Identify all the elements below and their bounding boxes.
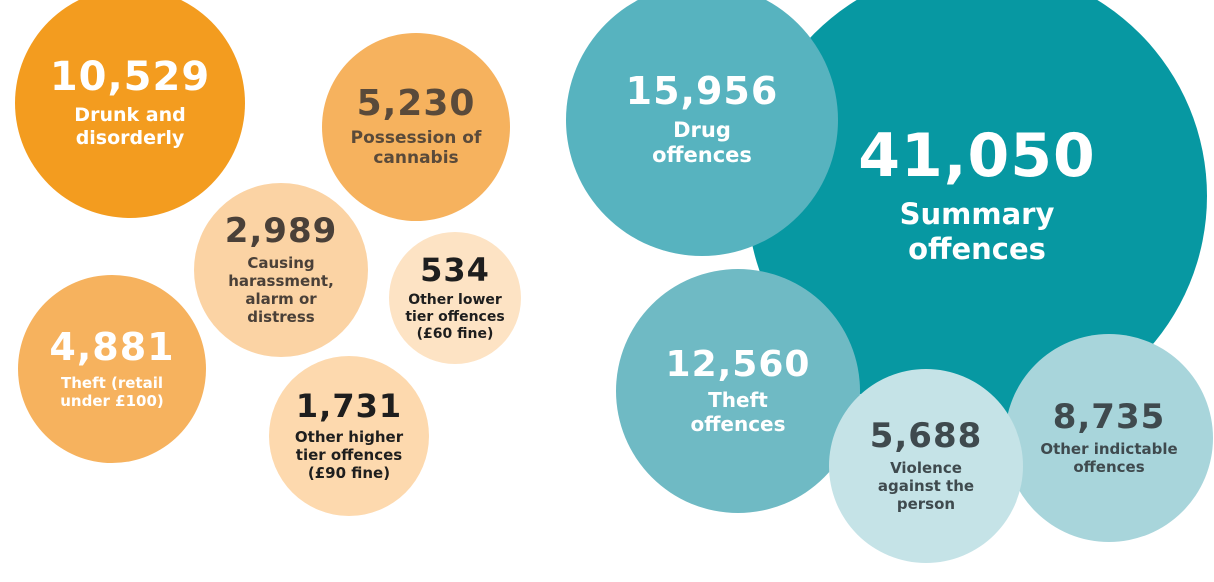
bubble-label: Theft offences bbox=[690, 388, 786, 437]
bubble-value: 8,735 bbox=[1052, 396, 1166, 437]
bubble: 534 Other lower tier offences (£60 fine) bbox=[389, 232, 521, 364]
bubble: 1,731 Other higher tier offences (£90 fin… bbox=[269, 356, 429, 516]
bubble-value: 5,230 bbox=[356, 83, 476, 125]
bubble-value: 1,731 bbox=[295, 386, 403, 425]
bubble-label: Violence against the person bbox=[877, 459, 975, 514]
bubble-label: Theft (retail under £100) bbox=[60, 373, 164, 410]
bubble-label: Other higher tier offences (£90 fine) bbox=[294, 428, 404, 483]
bubble: 4,881 Theft (retail under £100) bbox=[18, 275, 206, 463]
bubble: 5,688 Violence against the person bbox=[829, 369, 1023, 563]
bubble: 12,560 Theft offences bbox=[616, 269, 860, 513]
bubble: 2,989 Causing harassment, alarm or distre… bbox=[194, 183, 368, 357]
bubble-label: Drunk and disorderly bbox=[74, 104, 186, 149]
bubble-value: 4,881 bbox=[49, 325, 175, 370]
bubble-value: 41,050 bbox=[858, 121, 1096, 192]
bubble-value: 534 bbox=[420, 250, 490, 289]
bubble-label: Drug offences bbox=[652, 117, 752, 167]
bubble-value: 5,688 bbox=[869, 415, 983, 456]
bubble-value: 10,529 bbox=[49, 54, 211, 101]
bubble-value: 12,560 bbox=[665, 343, 811, 385]
bubble-label: Other lower tier offences (£60 fine) bbox=[405, 292, 505, 342]
bubble-label: Possession of cannabis bbox=[350, 128, 482, 169]
bubble-label: Summary offences bbox=[899, 197, 1055, 266]
bubble: 8,735 Other indictable offences bbox=[1005, 334, 1213, 542]
bubble-label: Causing harassment, alarm or distress bbox=[228, 254, 334, 327]
bubble: 10,529 Drunk and disorderly bbox=[15, 0, 245, 218]
bubble-label: Other indictable offences bbox=[1040, 440, 1178, 477]
bubble-value: 15,956 bbox=[625, 68, 779, 113]
bubble: 15,956 Drug offences bbox=[566, 0, 838, 256]
bubble: 5,230 Possession of cannabis bbox=[322, 33, 510, 221]
bubble-value: 2,989 bbox=[224, 210, 338, 251]
